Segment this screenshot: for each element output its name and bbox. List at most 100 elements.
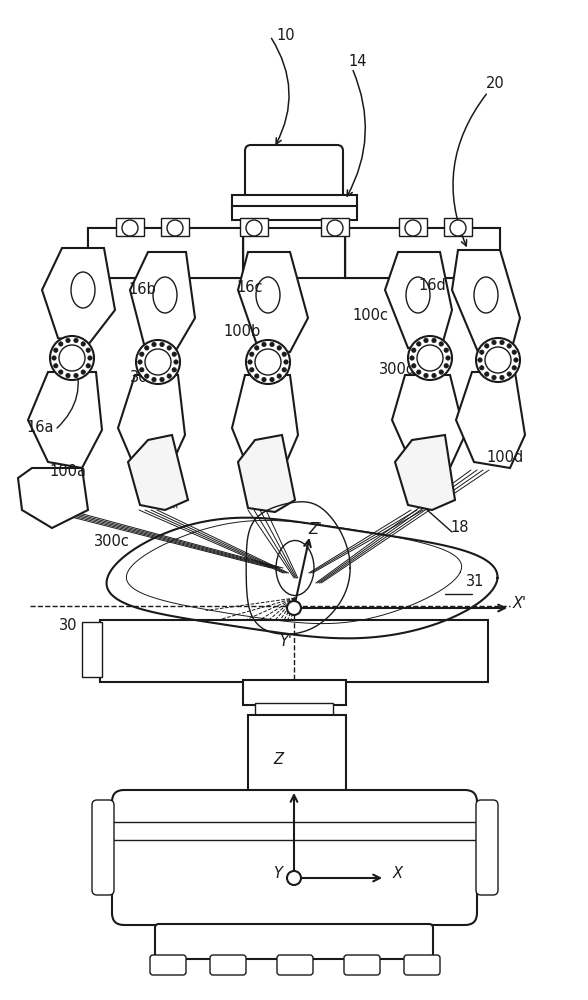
Circle shape bbox=[500, 375, 504, 380]
Circle shape bbox=[512, 366, 516, 370]
Circle shape bbox=[277, 346, 282, 350]
Circle shape bbox=[139, 352, 144, 356]
Bar bbox=[232, 206, 357, 220]
FancyBboxPatch shape bbox=[476, 800, 498, 895]
Polygon shape bbox=[452, 250, 520, 355]
Circle shape bbox=[59, 345, 85, 371]
Circle shape bbox=[500, 340, 504, 345]
Polygon shape bbox=[456, 372, 525, 468]
Circle shape bbox=[81, 370, 85, 374]
Circle shape bbox=[52, 356, 56, 360]
Bar bbox=[100, 620, 488, 682]
Text: 31: 31 bbox=[466, 574, 484, 589]
Circle shape bbox=[246, 220, 262, 236]
Circle shape bbox=[139, 368, 144, 372]
Text: 16d: 16d bbox=[418, 277, 446, 292]
Circle shape bbox=[450, 220, 466, 236]
Text: 300c: 300c bbox=[94, 534, 130, 550]
Circle shape bbox=[74, 373, 78, 378]
Circle shape bbox=[492, 375, 496, 380]
Circle shape bbox=[416, 342, 421, 346]
Circle shape bbox=[59, 342, 63, 346]
Circle shape bbox=[485, 372, 489, 376]
Circle shape bbox=[152, 342, 156, 347]
Polygon shape bbox=[42, 248, 115, 345]
Circle shape bbox=[284, 360, 288, 364]
Circle shape bbox=[424, 373, 428, 378]
Circle shape bbox=[512, 350, 516, 354]
Circle shape bbox=[86, 348, 91, 352]
Polygon shape bbox=[392, 375, 465, 472]
Text: Z: Z bbox=[273, 752, 283, 768]
Polygon shape bbox=[385, 252, 452, 348]
Circle shape bbox=[59, 370, 63, 374]
Circle shape bbox=[327, 220, 343, 236]
Circle shape bbox=[412, 348, 416, 352]
Circle shape bbox=[249, 368, 254, 372]
Text: 100a: 100a bbox=[49, 464, 86, 480]
Circle shape bbox=[270, 377, 274, 382]
Polygon shape bbox=[238, 435, 295, 512]
FancyBboxPatch shape bbox=[404, 955, 440, 975]
Text: 16c: 16c bbox=[237, 280, 263, 296]
Bar bbox=[232, 195, 357, 209]
Circle shape bbox=[444, 348, 449, 352]
FancyBboxPatch shape bbox=[277, 955, 313, 975]
Text: 300b: 300b bbox=[249, 364, 286, 379]
Polygon shape bbox=[232, 375, 298, 472]
Polygon shape bbox=[395, 435, 455, 510]
Circle shape bbox=[255, 349, 281, 375]
Bar bbox=[399, 218, 427, 236]
Text: Z': Z' bbox=[308, 522, 322, 538]
Circle shape bbox=[432, 338, 436, 343]
Circle shape bbox=[507, 344, 512, 348]
Text: 14: 14 bbox=[349, 54, 368, 70]
Circle shape bbox=[167, 346, 172, 350]
Text: 18: 18 bbox=[451, 520, 469, 536]
Text: 10: 10 bbox=[277, 27, 295, 42]
Circle shape bbox=[248, 360, 252, 364]
Circle shape bbox=[262, 377, 266, 382]
Polygon shape bbox=[238, 252, 308, 352]
Circle shape bbox=[514, 358, 518, 362]
Text: 100c: 100c bbox=[352, 308, 388, 322]
Text: 30: 30 bbox=[59, 617, 77, 633]
FancyBboxPatch shape bbox=[210, 955, 246, 975]
FancyBboxPatch shape bbox=[92, 800, 114, 895]
FancyBboxPatch shape bbox=[112, 790, 477, 925]
Text: X': X' bbox=[513, 596, 527, 611]
Circle shape bbox=[446, 356, 450, 360]
Circle shape bbox=[66, 373, 70, 378]
Circle shape bbox=[416, 370, 421, 374]
FancyBboxPatch shape bbox=[245, 145, 343, 200]
Circle shape bbox=[287, 601, 301, 615]
Bar bbox=[116, 218, 144, 236]
Bar bbox=[255, 703, 333, 715]
Polygon shape bbox=[130, 252, 195, 352]
Text: 300a: 300a bbox=[129, 370, 166, 385]
Text: X: X bbox=[393, 866, 403, 882]
Text: 16b: 16b bbox=[128, 282, 156, 298]
Circle shape bbox=[478, 358, 482, 362]
Circle shape bbox=[262, 342, 266, 347]
Circle shape bbox=[138, 360, 142, 364]
Circle shape bbox=[145, 346, 149, 350]
Ellipse shape bbox=[153, 277, 177, 313]
Circle shape bbox=[174, 360, 178, 364]
Circle shape bbox=[412, 364, 416, 368]
Circle shape bbox=[86, 364, 91, 368]
Circle shape bbox=[282, 352, 286, 356]
Circle shape bbox=[444, 364, 449, 368]
Circle shape bbox=[424, 338, 428, 343]
Text: 300d: 300d bbox=[379, 362, 416, 377]
Circle shape bbox=[439, 342, 443, 346]
Bar bbox=[243, 680, 346, 705]
Circle shape bbox=[145, 349, 171, 375]
Circle shape bbox=[54, 364, 58, 368]
Bar bbox=[345, 228, 500, 278]
Ellipse shape bbox=[406, 277, 430, 313]
Circle shape bbox=[246, 340, 290, 384]
FancyBboxPatch shape bbox=[155, 924, 433, 959]
Circle shape bbox=[476, 338, 520, 382]
Ellipse shape bbox=[474, 277, 498, 313]
